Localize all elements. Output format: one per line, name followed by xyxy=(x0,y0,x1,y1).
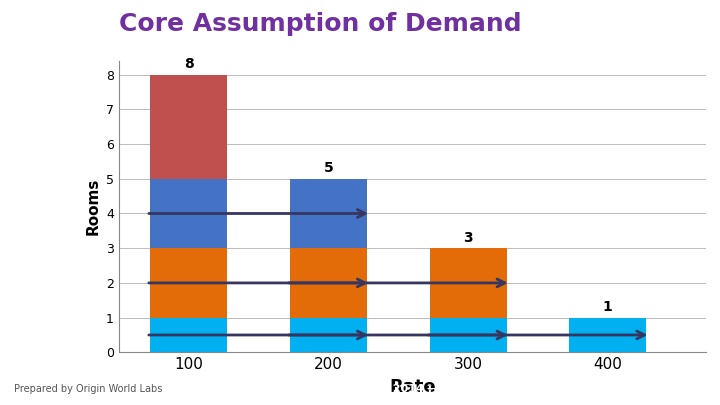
Bar xyxy=(150,75,227,179)
Y-axis label: Rooms: Rooms xyxy=(86,178,100,235)
Text: Belmond RM Conference 2014 : Mathematical Hotel Revenue Optimization: Belmond RM Conference 2014 : Mathematica… xyxy=(236,384,700,394)
Text: Prepared by Origin World Labs: Prepared by Origin World Labs xyxy=(14,384,163,394)
Text: 3: 3 xyxy=(463,231,473,245)
Bar xyxy=(430,248,506,318)
Bar xyxy=(150,179,227,248)
Bar xyxy=(290,179,366,248)
Bar xyxy=(290,248,366,318)
Bar xyxy=(570,318,647,352)
Text: Core Assumption of Demand: Core Assumption of Demand xyxy=(119,12,521,36)
Text: 5: 5 xyxy=(323,161,333,175)
Text: 1: 1 xyxy=(603,300,613,314)
X-axis label: Rate: Rate xyxy=(389,378,436,396)
Bar xyxy=(150,318,227,352)
Bar xyxy=(150,248,227,318)
Text: 8: 8 xyxy=(184,57,194,71)
Bar xyxy=(290,318,366,352)
Bar xyxy=(430,318,506,352)
